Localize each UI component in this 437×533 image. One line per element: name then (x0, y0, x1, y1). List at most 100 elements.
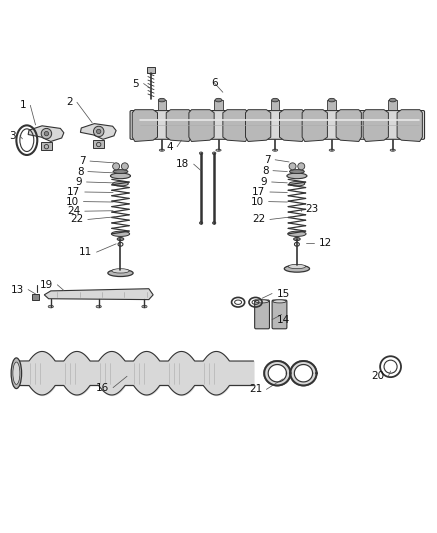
Ellipse shape (111, 231, 130, 237)
Ellipse shape (215, 99, 222, 102)
Polygon shape (268, 365, 287, 382)
Text: 2: 2 (66, 98, 73, 107)
Text: 8: 8 (262, 166, 269, 176)
Polygon shape (189, 110, 214, 141)
Ellipse shape (294, 238, 300, 240)
Ellipse shape (113, 182, 128, 186)
Text: 24: 24 (67, 206, 80, 216)
Ellipse shape (13, 362, 20, 384)
Polygon shape (336, 110, 361, 141)
Circle shape (44, 132, 49, 136)
Polygon shape (294, 365, 312, 382)
Text: 21: 21 (249, 384, 262, 394)
Ellipse shape (289, 182, 305, 186)
Ellipse shape (288, 231, 306, 237)
Polygon shape (302, 110, 327, 141)
Polygon shape (397, 110, 423, 141)
Ellipse shape (284, 265, 309, 272)
Text: 9: 9 (76, 177, 82, 187)
Ellipse shape (199, 152, 203, 155)
Ellipse shape (142, 305, 147, 308)
Circle shape (97, 130, 101, 134)
Bar (327, 100, 336, 110)
Bar (94, 140, 104, 148)
Text: 9: 9 (260, 177, 267, 187)
Text: 11: 11 (79, 247, 92, 257)
Polygon shape (291, 361, 316, 385)
Polygon shape (363, 110, 388, 141)
Ellipse shape (273, 149, 278, 151)
Text: 17: 17 (252, 187, 266, 197)
Bar (388, 100, 397, 110)
Ellipse shape (272, 99, 279, 102)
Ellipse shape (328, 99, 335, 102)
Ellipse shape (117, 238, 124, 240)
Text: 3: 3 (9, 131, 15, 141)
Text: 4: 4 (166, 142, 173, 152)
Bar (271, 100, 280, 110)
Ellipse shape (111, 173, 131, 179)
Ellipse shape (159, 149, 164, 151)
Text: 20: 20 (371, 372, 384, 381)
Bar (157, 100, 166, 110)
Ellipse shape (96, 305, 101, 308)
Text: 1: 1 (19, 100, 26, 110)
Text: 19: 19 (40, 280, 53, 290)
Text: 15: 15 (277, 288, 290, 298)
Ellipse shape (288, 264, 305, 269)
Text: 22: 22 (252, 214, 266, 224)
Circle shape (121, 163, 128, 170)
Ellipse shape (112, 269, 129, 273)
Ellipse shape (11, 358, 21, 389)
Ellipse shape (289, 169, 304, 173)
Ellipse shape (389, 99, 396, 102)
Polygon shape (166, 110, 191, 141)
Polygon shape (80, 124, 116, 139)
Text: 7: 7 (264, 155, 271, 165)
Text: 10: 10 (66, 197, 79, 207)
Ellipse shape (212, 152, 216, 155)
Bar (41, 142, 52, 150)
Polygon shape (44, 289, 153, 300)
Text: 17: 17 (67, 187, 80, 197)
FancyBboxPatch shape (255, 300, 270, 329)
Circle shape (113, 163, 120, 170)
Circle shape (94, 126, 104, 136)
Bar (214, 100, 223, 110)
Ellipse shape (108, 270, 133, 277)
Text: 12: 12 (319, 238, 332, 247)
Ellipse shape (216, 149, 221, 151)
Polygon shape (223, 110, 248, 141)
Ellipse shape (287, 173, 307, 179)
Polygon shape (246, 110, 271, 141)
FancyBboxPatch shape (130, 110, 424, 139)
Ellipse shape (255, 300, 269, 303)
FancyBboxPatch shape (272, 300, 287, 329)
Ellipse shape (273, 300, 286, 303)
Circle shape (298, 163, 305, 170)
Ellipse shape (329, 149, 334, 151)
Text: 5: 5 (132, 78, 139, 88)
Ellipse shape (48, 305, 53, 308)
Text: 6: 6 (211, 78, 218, 87)
Text: 8: 8 (77, 166, 83, 176)
Circle shape (41, 128, 52, 139)
Text: 16: 16 (95, 383, 109, 393)
Bar (147, 68, 155, 72)
Text: 18: 18 (176, 159, 189, 169)
Polygon shape (28, 126, 64, 141)
Ellipse shape (212, 222, 216, 224)
Ellipse shape (113, 169, 128, 173)
Ellipse shape (390, 149, 395, 151)
Bar (32, 294, 39, 301)
Text: 14: 14 (277, 314, 290, 325)
Polygon shape (264, 361, 290, 385)
Text: 10: 10 (251, 197, 264, 207)
Ellipse shape (158, 99, 165, 102)
Polygon shape (280, 110, 305, 141)
Circle shape (289, 163, 296, 170)
Text: 13: 13 (10, 285, 24, 295)
Text: 7: 7 (79, 156, 86, 166)
Text: 22: 22 (70, 214, 83, 224)
Polygon shape (132, 110, 157, 141)
